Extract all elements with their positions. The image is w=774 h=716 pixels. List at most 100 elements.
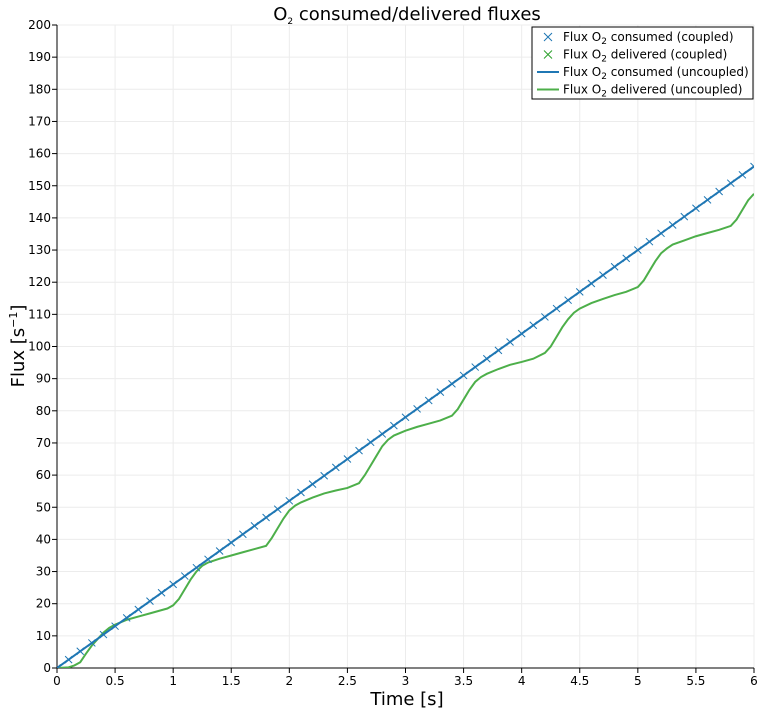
y-tick-label: 200 — [28, 18, 51, 32]
data-point — [610, 262, 619, 271]
series-3 — [57, 193, 754, 668]
data-point — [541, 313, 549, 321]
x-tick-label: 5.5 — [686, 674, 705, 688]
data-point — [64, 655, 73, 664]
x-tick-label: 1 — [169, 674, 177, 688]
data-point — [87, 639, 96, 647]
data-point — [169, 580, 178, 589]
data-point — [471, 363, 480, 371]
data-point — [564, 296, 572, 305]
data-point — [320, 471, 329, 480]
data-point — [308, 480, 317, 488]
data-point — [587, 279, 596, 288]
data-point — [680, 212, 689, 221]
x-axis-label: Time [s] — [369, 689, 443, 710]
chart-series — [57, 162, 754, 668]
data-point — [297, 488, 305, 497]
y-tick-label: 180 — [28, 82, 51, 96]
data-point — [750, 162, 754, 171]
data-point — [633, 246, 642, 254]
y-tick-label: 20 — [36, 597, 51, 611]
x-tick-label: 2.5 — [338, 674, 357, 688]
data-point — [529, 321, 538, 330]
data-point — [99, 630, 108, 639]
y-tick-label: 50 — [36, 500, 51, 514]
data-point — [355, 446, 363, 455]
data-point — [285, 496, 294, 505]
data-point — [273, 505, 282, 514]
x-tick-label: 0 — [53, 674, 61, 688]
data-point — [715, 187, 724, 196]
data-point — [157, 588, 166, 597]
chart-legend: Flux O2 consumed (coupled)Flux O2 delive… — [531, 26, 754, 100]
data-point — [215, 547, 224, 555]
data-point — [413, 405, 421, 413]
data-point — [146, 597, 154, 605]
legend-box — [531, 26, 754, 100]
data-point — [599, 271, 607, 279]
y-tick-label: 90 — [36, 372, 51, 386]
data-point — [331, 463, 340, 472]
y-tick-label: 80 — [36, 404, 51, 418]
series-0 — [57, 162, 754, 668]
data-point — [378, 430, 387, 438]
series-line — [57, 193, 754, 668]
data-point — [390, 421, 398, 430]
y-tick-label: 100 — [28, 340, 51, 354]
data-point — [262, 513, 270, 522]
data-point — [517, 329, 526, 338]
data-point — [692, 204, 700, 213]
x-tick-label: 2 — [286, 674, 294, 688]
chart-grid — [56, 24, 755, 669]
legend-marker — [543, 50, 553, 59]
legend-label: Flux O2 delivered (uncoupled) — [563, 83, 742, 100]
data-point — [192, 563, 201, 572]
data-point — [668, 221, 677, 229]
x-tick-label: 5 — [634, 674, 642, 688]
y-axis-label: Flux [s−1] — [7, 305, 29, 388]
data-point — [57, 664, 61, 668]
data-point — [366, 438, 375, 447]
y-tick-label: 170 — [28, 114, 51, 128]
data-point — [575, 287, 584, 296]
y-tick-label: 70 — [36, 436, 51, 450]
legend-label: Flux O2 consumed (uncoupled) — [563, 65, 749, 82]
legend-label: Flux O2 delivered (coupled) — [563, 48, 727, 65]
y-tick-label: 40 — [36, 532, 51, 546]
legend-marker — [543, 32, 553, 42]
data-point — [401, 413, 410, 422]
data-point — [657, 229, 665, 238]
x-tick-label: 6 — [750, 674, 758, 688]
y-tick-label: 190 — [28, 50, 51, 64]
data-point — [134, 605, 143, 614]
x-tick-label: 3 — [402, 674, 410, 688]
y-tick-label: 130 — [28, 243, 51, 257]
data-point — [645, 237, 654, 246]
data-point — [111, 622, 119, 631]
data-point — [227, 538, 236, 547]
x-tick-label: 1.5 — [222, 674, 241, 688]
data-point — [726, 179, 735, 188]
data-point — [703, 196, 712, 204]
y-tick-label: 10 — [36, 629, 51, 643]
data-point — [76, 647, 85, 656]
y-tick-label: 110 — [28, 307, 51, 321]
data-point — [459, 371, 468, 380]
x-tick-label: 4.5 — [570, 674, 589, 688]
data-point — [482, 354, 491, 363]
y-tick-label: 150 — [28, 179, 51, 193]
data-point — [448, 379, 456, 388]
data-point — [738, 170, 747, 179]
data-point — [424, 396, 433, 405]
data-point — [204, 555, 212, 564]
y-tick-label: 60 — [36, 468, 51, 482]
data-point — [436, 388, 445, 397]
x-tick-label: 3.5 — [454, 674, 473, 688]
legend-label: Flux O2 consumed (coupled) — [563, 30, 734, 47]
y-tick-label: 0 — [43, 661, 51, 675]
x-tick-label: 0.5 — [106, 674, 125, 688]
y-tick-label: 30 — [36, 565, 51, 579]
data-point — [494, 346, 503, 355]
data-point — [122, 613, 131, 622]
